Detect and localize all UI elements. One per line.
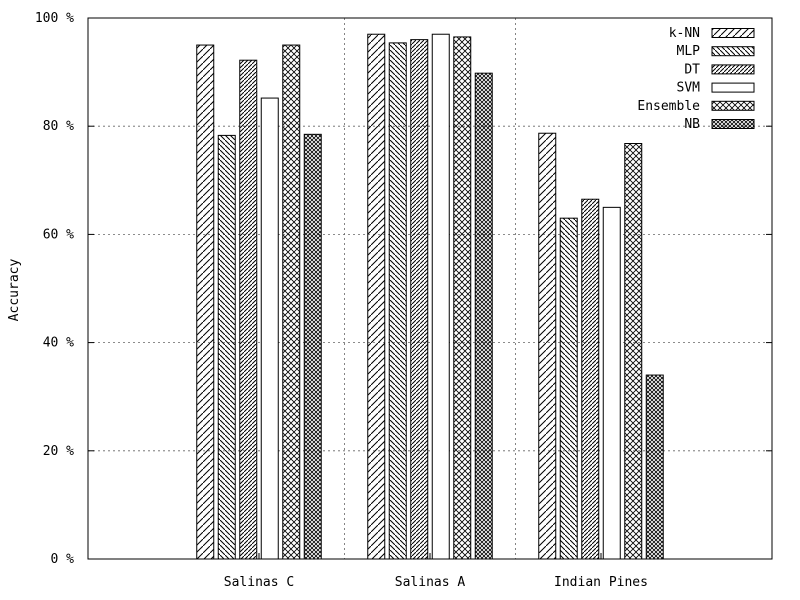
legend-label: NB: [684, 117, 700, 132]
bar: [645, 374, 664, 560]
y-axis-ticks: 0 % 20 % 40 % 60 % 80 % 100 %: [35, 11, 772, 567]
legend-label: SVM: [677, 81, 701, 96]
y-axis-title: Accuracy: [7, 259, 22, 322]
legend-swatch: [711, 100, 755, 111]
y-tick-label: 0 %: [51, 552, 75, 567]
bar: [410, 39, 429, 560]
bar: [559, 217, 578, 560]
y-tick-label: 60 %: [43, 227, 74, 242]
bar: [474, 72, 493, 560]
bar-series: [196, 33, 664, 560]
legend-label: k-NN: [669, 26, 700, 41]
bar: [367, 33, 386, 560]
legend-swatch: [711, 28, 755, 38]
legend: k-NN MLP DT SVM Ensemble NB: [637, 26, 755, 132]
x-category-label: Salinas C: [224, 575, 294, 590]
x-category-label: Indian Pines: [554, 575, 648, 590]
bar: [453, 36, 472, 560]
bar: [217, 134, 236, 560]
legend-swatch: [711, 64, 755, 75]
x-axis-categories: Salinas C Salinas A Indian Pines: [224, 553, 648, 590]
y-tick-label: 100 %: [35, 11, 74, 26]
bar: [602, 206, 621, 560]
bar: [260, 97, 279, 560]
legend-swatch: [711, 46, 755, 57]
bar: [282, 44, 301, 560]
legend-swatch: [711, 82, 755, 93]
bar: [538, 132, 557, 560]
y-tick-label: 20 %: [43, 444, 74, 459]
bar: [196, 44, 215, 560]
bar: [303, 133, 322, 560]
bar: [239, 59, 258, 560]
y-tick-label: 80 %: [43, 119, 74, 134]
bar: [581, 198, 600, 560]
legend-label: DT: [684, 62, 700, 77]
bar: [624, 143, 643, 560]
legend-label: MLP: [677, 44, 701, 59]
legend-swatch: [711, 119, 755, 129]
legend-label: Ensemble: [637, 99, 700, 114]
bar: [388, 42, 407, 560]
y-tick-label: 40 %: [43, 336, 74, 351]
bar: [431, 33, 450, 560]
x-category-label: Salinas A: [395, 575, 466, 590]
